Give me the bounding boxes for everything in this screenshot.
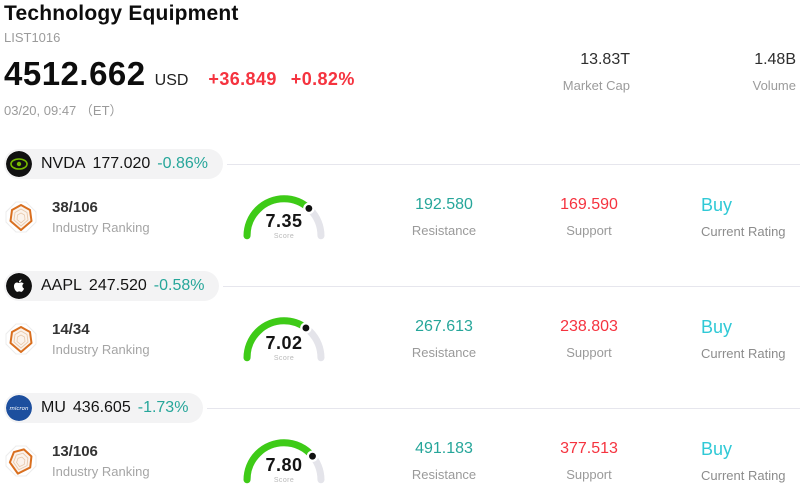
support-value: 169.590 [560,196,618,213]
market-cap-value: 13.83T [580,51,630,68]
rating-label: Current Rating [701,346,786,361]
ticker-pill-row: AAPL 247.520 -0.58% [0,271,800,301]
resistance-value: 491.183 [415,440,473,457]
score-value: 7.02 [265,333,303,353]
score-gauge: 7.80 Score [240,432,328,488]
support-label: Support [566,467,612,482]
stock-list: NVDA 177.020 -0.86% 38/106 Industry Rank… [0,145,800,488]
sector-header: Technology Equipment LIST1016 4512.662 U… [0,0,800,119]
ticker-pill-nvda[interactable]: NVDA 177.020 -0.86% [4,149,223,179]
rating-buy-link[interactable]: Buy [701,195,733,215]
score-value: 7.35 [265,211,303,231]
price-row: 4512.662 USD +36.849 +0.82% [4,55,796,93]
ticker-symbol: NVDA [41,155,86,172]
rank-value: 14/34 [52,321,90,338]
page-title: Technology Equipment [4,2,239,25]
ticker-change-percent: -0.86% [157,155,208,172]
resistance-value: 267.613 [415,318,473,335]
stock-row-aapl: AAPL 247.520 -0.58% 14/34 Industry Ranki… [0,267,800,389]
resistance-label: Resistance [411,467,477,482]
rank-value: 38/106 [52,199,98,216]
ticker-pill-mu[interactable]: micron MU 436.605 -1.73% [4,393,204,423]
ticker-price: 247.520 [88,277,147,294]
rating-column: Buy Current Rating [701,439,786,483]
resistance-label: Resistance [411,223,477,238]
micron-logo-icon: micron [6,395,32,421]
quote-timestamp: 03/20, 09:47 （ET） [4,103,123,118]
rating-label: Current Rating [701,224,786,239]
support-column: 238.803 Support [524,318,654,360]
resistance-value: 192.580 [415,196,473,213]
rank-text: 13/106 Industry Ranking [52,443,150,479]
row-divider [207,407,800,409]
svg-text:micron: micron [9,406,29,412]
header-stats: 13.83T Market Cap 1.48B Volume [530,51,796,93]
market-cap-label: Market Cap [562,78,630,93]
score-gauge: 7.02 Score [240,310,328,368]
resistance-column: 267.613 Resistance [364,318,524,360]
price-change: +36.849 +0.82% [208,69,354,90]
industry-ranking-block: 38/106 Industry Ranking [4,199,240,235]
stock-row-nvda: NVDA 177.020 -0.86% 38/106 Industry Rank… [0,145,800,267]
rank-text: 14/34 Industry Ranking [52,321,150,357]
ticker-pill-row: micron MU 436.605 -1.73% [0,393,800,423]
support-label: Support [566,345,612,360]
resistance-label: Resistance [411,345,477,360]
ticker-symbol: MU [41,399,66,416]
rank-label: Industry Ranking [52,464,150,479]
list-id: LIST1016 [4,30,61,45]
score-caption: Score [273,477,295,484]
stock-row-mu: micron MU 436.605 -1.73% 13/106 Industry… [0,389,800,488]
score-caption: Score [273,355,295,362]
volume-label: Volume [752,78,796,93]
volume-value: 1.48B [754,51,796,68]
rank-label: Industry Ranking [52,342,150,357]
ticker-price: 436.605 [72,399,131,416]
stock-row-content: 38/106 Industry Ranking 7.35 Score 192.5… [0,188,800,246]
volume-stat: 1.48B Volume [696,51,796,93]
ticker-change-percent: -0.58% [153,277,205,294]
ticker-price: 177.020 [92,155,151,172]
nvidia-logo-icon [6,151,32,177]
ticker-change-percent: -1.73% [137,399,189,416]
rating-column: Buy Current Rating [701,195,786,239]
ticker-symbol: AAPL [41,277,82,294]
industry-ranking-block: 14/34 Industry Ranking [4,321,240,357]
change-percent: +0.82% [290,69,355,89]
change-absolute: +36.849 [208,69,277,89]
score-caption: Score [273,233,295,240]
resistance-column: 491.183 Resistance [364,440,524,482]
rating-label: Current Rating [701,468,786,483]
stock-row-content: 14/34 Industry Ranking 7.02 Score 267.61… [0,310,800,368]
score-value: 7.80 [265,455,303,475]
index-price: 4512.662 [4,55,146,92]
support-column: 377.513 Support [524,440,654,482]
market-cap-stat: 13.83T Market Cap [530,51,630,93]
ticker-pill-row: NVDA 177.020 -0.86% [0,149,800,179]
score-gauge: 7.35 Score [240,188,328,246]
currency-label: USD [154,72,189,89]
ticker-pill-aapl[interactable]: AAPL 247.520 -0.58% [4,271,220,301]
support-value: 238.803 [560,318,618,335]
rank-value: 13/106 [52,443,98,460]
rating-buy-link[interactable]: Buy [701,317,733,337]
resistance-column: 192.580 Resistance [364,196,524,238]
row-divider [223,285,800,287]
support-label: Support [566,223,612,238]
industry-ranking-block: 13/106 Industry Ranking [4,443,240,479]
rating-buy-link[interactable]: Buy [701,439,733,459]
ranking-badge-icon [5,323,37,355]
apple-logo-icon [6,273,32,299]
stock-row-content: 13/106 Industry Ranking 7.80 Score 491.1… [0,432,800,488]
rank-text: 38/106 Industry Ranking [52,199,150,235]
support-column: 169.590 Support [524,196,654,238]
support-value: 377.513 [560,440,618,457]
rank-label: Industry Ranking [52,220,150,235]
ranking-badge-icon [5,201,37,233]
rating-column: Buy Current Rating [701,317,786,361]
ranking-badge-icon [5,445,37,477]
row-divider [227,163,800,165]
